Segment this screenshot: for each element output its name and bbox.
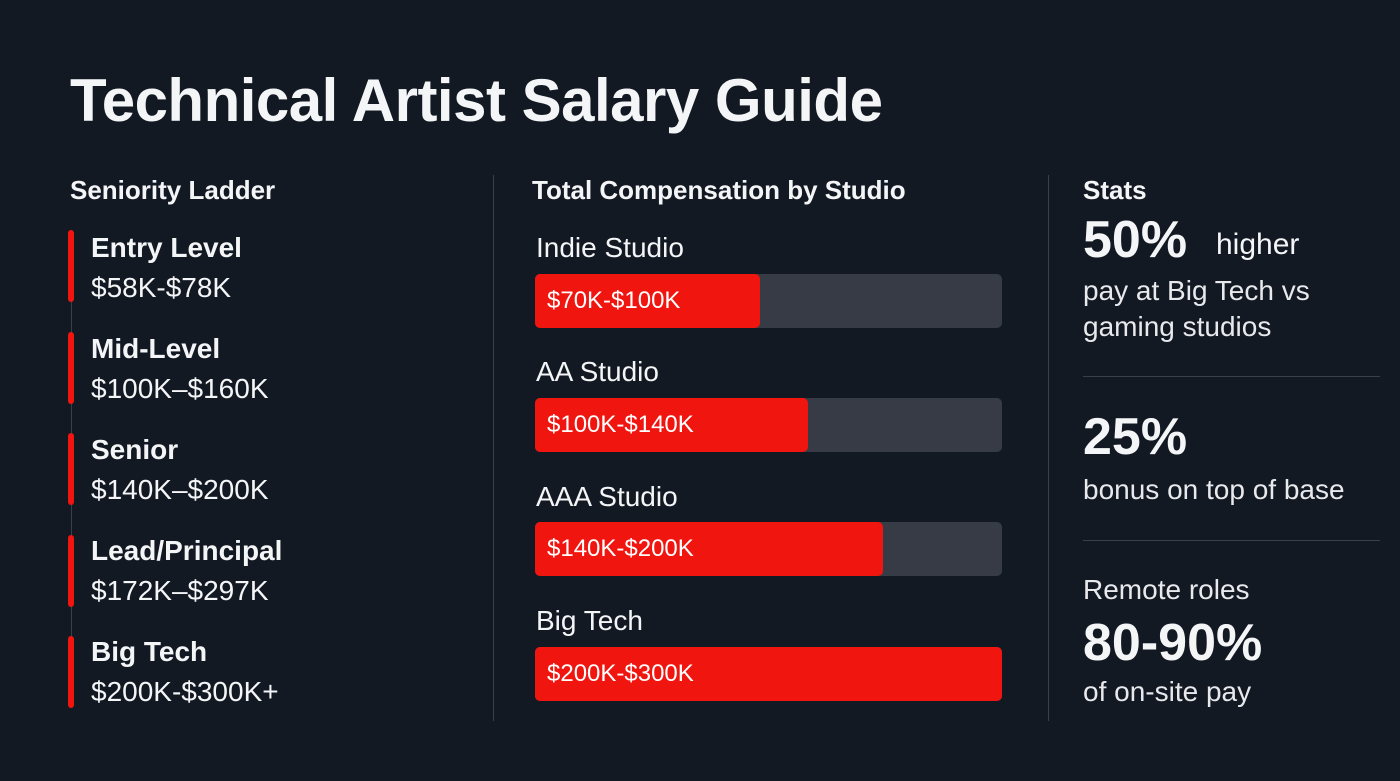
studio-name: Big Tech <box>536 605 643 636</box>
section-heading: Stats <box>1083 175 1147 205</box>
level-name: Entry Level <box>91 232 242 263</box>
level-range: $172K–$297K <box>91 575 269 606</box>
stat-text: bonus on top of base <box>1083 474 1345 505</box>
bar-label: $70K-$100K <box>547 287 681 314</box>
studio-name: AA Studio <box>536 356 659 387</box>
bar-track: $100K-$140K <box>535 398 1002 452</box>
bar-fill <box>535 274 760 328</box>
stat-separator <box>1083 376 1380 377</box>
stat-suffix: higher <box>1216 228 1300 261</box>
ladder-marker <box>68 230 74 302</box>
level-range: $58K-$78K <box>91 272 232 303</box>
level-range: $100K–$160K <box>91 373 269 404</box>
section-heading: Seniority Ladder <box>70 175 276 205</box>
bar-fill <box>535 398 808 452</box>
bar-fill <box>535 647 1002 701</box>
level-name: Lead/Principal <box>91 535 283 566</box>
bar-label: $140K-$200K <box>547 535 694 562</box>
page-title: Technical Artist Salary Guide <box>70 67 883 134</box>
stat-value: 80-90% <box>1083 614 1263 672</box>
ladder-marker <box>68 332 74 404</box>
level-name: Senior <box>91 434 179 465</box>
stat-prefix: Remote roles <box>1083 574 1250 605</box>
ladder-marker <box>68 636 74 708</box>
column-divider <box>1048 175 1049 721</box>
ladder-marker <box>68 535 74 607</box>
level-name: Big Tech <box>91 636 208 667</box>
ladder-marker <box>68 433 74 505</box>
stat-text: pay at Big Tech vs gaming studios <box>1083 275 1310 342</box>
stat-separator <box>1083 540 1380 541</box>
studio-name: Indie Studio <box>536 232 684 263</box>
stat-value: 25% <box>1083 408 1188 466</box>
level-range: $140K–$200K <box>91 474 269 505</box>
bar-track: $140K-$200K <box>535 522 1002 576</box>
bar-track: $200K-$300K <box>535 647 1002 701</box>
stat-text: of on-site pay <box>1083 676 1252 707</box>
level-name: Mid-Level <box>91 333 221 364</box>
studio-name: AAA Studio <box>536 481 678 512</box>
bar-fill <box>535 522 883 576</box>
section-heading: Total Compensation by Studio <box>532 175 906 205</box>
stat-value: 50% <box>1083 211 1188 269</box>
bar-label: $200K-$300K <box>547 660 694 687</box>
bar-track: $70K-$100K <box>535 274 1002 328</box>
column-divider <box>493 175 494 721</box>
level-range: $200K-$300K+ <box>91 676 279 707</box>
bar-label: $100K-$140K <box>547 411 694 438</box>
